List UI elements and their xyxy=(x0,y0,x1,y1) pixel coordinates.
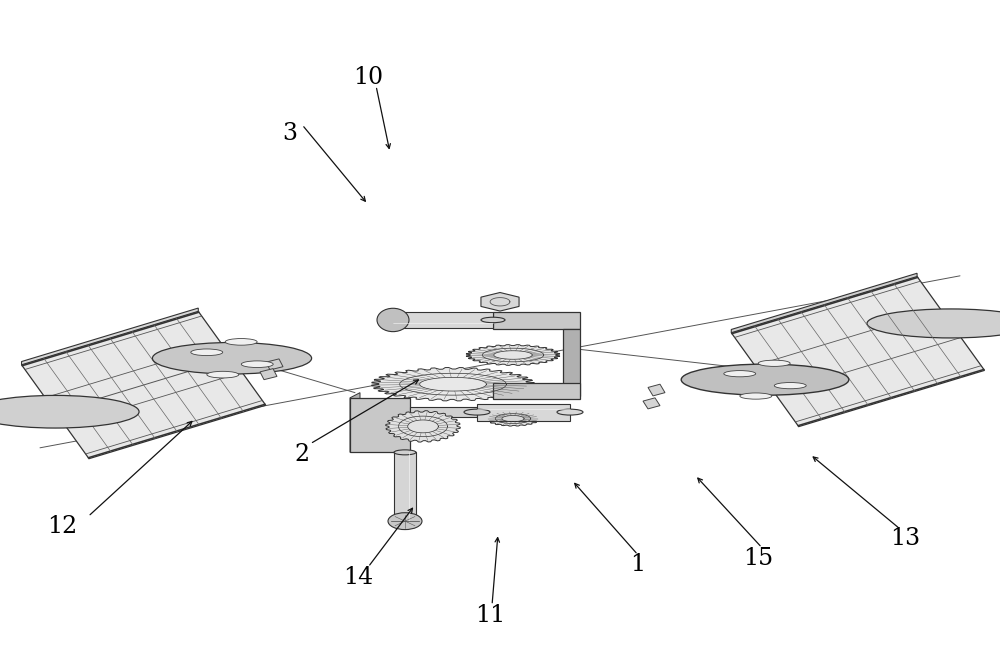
Ellipse shape xyxy=(464,409,490,415)
Polygon shape xyxy=(477,404,570,421)
Polygon shape xyxy=(481,293,519,311)
Ellipse shape xyxy=(377,308,409,332)
Ellipse shape xyxy=(388,513,422,530)
Ellipse shape xyxy=(758,360,790,367)
Polygon shape xyxy=(22,312,266,459)
Text: 13: 13 xyxy=(890,527,920,550)
Polygon shape xyxy=(410,407,477,417)
Polygon shape xyxy=(266,359,283,370)
Ellipse shape xyxy=(557,409,583,415)
Ellipse shape xyxy=(191,349,223,356)
Ellipse shape xyxy=(394,519,416,524)
Polygon shape xyxy=(350,398,410,452)
Polygon shape xyxy=(22,308,198,365)
Polygon shape xyxy=(648,384,665,396)
Ellipse shape xyxy=(381,317,405,323)
Text: 14: 14 xyxy=(343,566,373,589)
Polygon shape xyxy=(260,369,277,380)
Polygon shape xyxy=(386,411,460,442)
Text: 12: 12 xyxy=(47,515,77,539)
Ellipse shape xyxy=(867,309,1000,338)
Text: 2: 2 xyxy=(294,443,310,466)
Ellipse shape xyxy=(681,364,849,395)
Polygon shape xyxy=(643,398,660,409)
Polygon shape xyxy=(731,276,985,426)
Polygon shape xyxy=(393,312,493,328)
Polygon shape xyxy=(493,383,580,399)
Polygon shape xyxy=(350,393,360,452)
Polygon shape xyxy=(466,345,560,365)
Ellipse shape xyxy=(724,371,756,377)
Ellipse shape xyxy=(241,361,273,367)
Polygon shape xyxy=(493,312,580,329)
Ellipse shape xyxy=(225,339,257,345)
Polygon shape xyxy=(563,329,580,396)
Ellipse shape xyxy=(740,393,772,399)
Text: 11: 11 xyxy=(475,604,505,627)
Ellipse shape xyxy=(207,371,239,378)
Text: 15: 15 xyxy=(743,546,773,570)
Polygon shape xyxy=(394,452,416,521)
Polygon shape xyxy=(731,273,917,333)
Ellipse shape xyxy=(152,343,312,374)
Ellipse shape xyxy=(481,317,505,323)
Ellipse shape xyxy=(774,382,806,389)
Ellipse shape xyxy=(394,450,416,455)
Text: 3: 3 xyxy=(283,121,298,145)
Ellipse shape xyxy=(0,395,139,428)
Text: 1: 1 xyxy=(630,553,646,576)
Polygon shape xyxy=(486,411,540,426)
Text: 10: 10 xyxy=(353,66,383,90)
Polygon shape xyxy=(372,367,534,401)
